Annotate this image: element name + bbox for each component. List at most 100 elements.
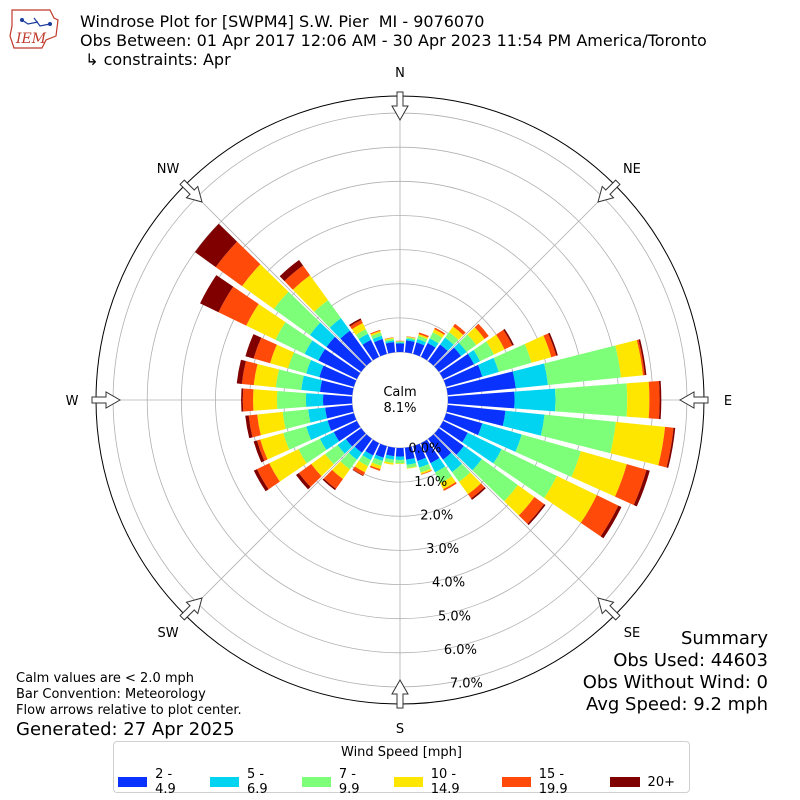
wind-bar-segment [446,404,506,427]
wind-bar-segment [218,286,259,326]
wind-bar-segment [468,483,485,499]
legend-swatch [501,777,531,787]
wind-bar-segment [474,323,489,339]
wind-bar-segment [419,464,431,473]
wind-bar-segment [428,344,448,366]
wind-bar-segment [555,383,628,417]
wind-bar-segment [493,449,557,498]
wind-bar-segment [445,332,459,345]
wind-bar-segment [443,452,463,473]
wind-bar-segment [325,445,345,465]
wind-bar-segment [305,393,324,407]
wind-bar-segment [447,391,515,409]
wind-bar-segment [257,411,286,436]
wind-bar-segment [471,487,486,500]
wind-bar-segment [365,439,380,456]
wind-bar-segment [395,459,405,464]
wind-bar-segment [306,360,324,378]
legend-swatch [393,777,423,787]
flow-arrow-icon [179,597,203,621]
wind-bar-segment [282,409,311,429]
wind-bar-segment [439,353,474,380]
flow-arrow-icon [179,179,203,203]
wind-bar-segment [395,343,405,353]
wind-bar-segment [446,371,516,396]
wind-bar-segment [385,340,395,344]
title-line-3: ↳ constraints: Apr [80,50,231,69]
wind-bar-segment [319,432,340,451]
wind-bar-segment [434,428,464,455]
wind-bar-segment [270,344,294,369]
wind-bar-segment [543,333,557,358]
wind-bar-segment [241,361,258,386]
wind-bar-segment [245,415,253,439]
wind-bar-segment [337,439,353,454]
wind-bar-segment [241,388,244,412]
legend-item: 7 - 9.9 [301,767,380,797]
radial-tick-label: 5.0% [438,609,471,624]
wind-bar-segment [349,318,362,327]
wind-bar-segment [354,460,368,473]
wind-bar-segment [467,327,485,345]
wind-bar-segment [318,349,361,380]
radial-tick-label: 4.0% [432,576,465,591]
title-line-2: Obs Between: 01 Apr 2017 12:06 AM - 30 A… [80,31,707,50]
logo-text: IEM [15,31,47,47]
wind-bar-segment [478,357,499,377]
wind-bar-segment [406,337,416,341]
wind-bar-segment [453,323,466,336]
calm-value: 8.1% [383,401,416,416]
flow-arrow-icon [91,391,122,409]
compass-label: W [66,394,79,409]
wind-bar-segment [406,458,416,465]
wind-bar-segment [253,440,265,463]
legend-swatch [609,777,640,787]
avg-speed: Avg Speed: 9.2 mph [586,694,768,715]
wind-bar-segment [200,275,234,313]
wind-bar-segment [453,342,467,356]
wind-bar-segment [496,329,513,350]
wind-bar-segment [358,455,371,467]
wind-bar-segment [354,434,372,453]
compass-label: SE [624,626,640,641]
wind-bar-segment [615,464,647,506]
wind-bar-segment [658,426,674,468]
wind-bar-segment [260,433,290,460]
wind-bar-segment [406,336,416,339]
wind-bar-segment [253,337,277,364]
wind-bar-segment [404,340,415,354]
legend-label: 7 - 9.9 [338,767,360,797]
wind-bar-segment [406,466,417,469]
wind-bar-segment [351,322,366,335]
wind-bar-segment [548,332,558,356]
legend-item: 2 - 4.9 [118,767,196,797]
legend-items: 2 - 4.9 5 - 6.9 7 - 9.9 10 - 14.9 15 - 19.9 2… [118,767,689,797]
bar-convention-note: Bar Convention: Meteorology [16,687,206,702]
wind-bar-segment [236,359,246,384]
wind-bar-segment [256,463,280,490]
speed-legend: Wind Speed [mph] 2 - 4.9 5 - 6.9 7 - 9.9 10… [113,741,690,797]
wind-bar-segment [636,339,645,376]
wind-bar-segment [369,465,381,471]
flow-arrow-icon [391,678,409,709]
wind-bar-segment [518,496,545,524]
wind-bar-segment [370,462,382,470]
wind-bar-segment [349,319,363,330]
wind-bar-segment [322,394,353,406]
wind-bar-segment [384,337,394,340]
wind-bar-segment [256,439,268,461]
wind-bar-segment [478,423,522,452]
wind-bar-segment [417,335,428,343]
wind-bar-segment [486,334,505,355]
wind-bar-segment [329,318,350,339]
wind-bar-segment [298,464,322,488]
wind-bar-segment [503,328,514,346]
wind-bar-segment [504,484,535,516]
wind-bar-segment [493,343,532,373]
wind-bar-segment [429,332,443,344]
wind-bar-segment [413,443,426,461]
wind-bar-segment [600,505,622,539]
wind-bar-segment [580,495,619,537]
compass-label: S [396,722,404,737]
